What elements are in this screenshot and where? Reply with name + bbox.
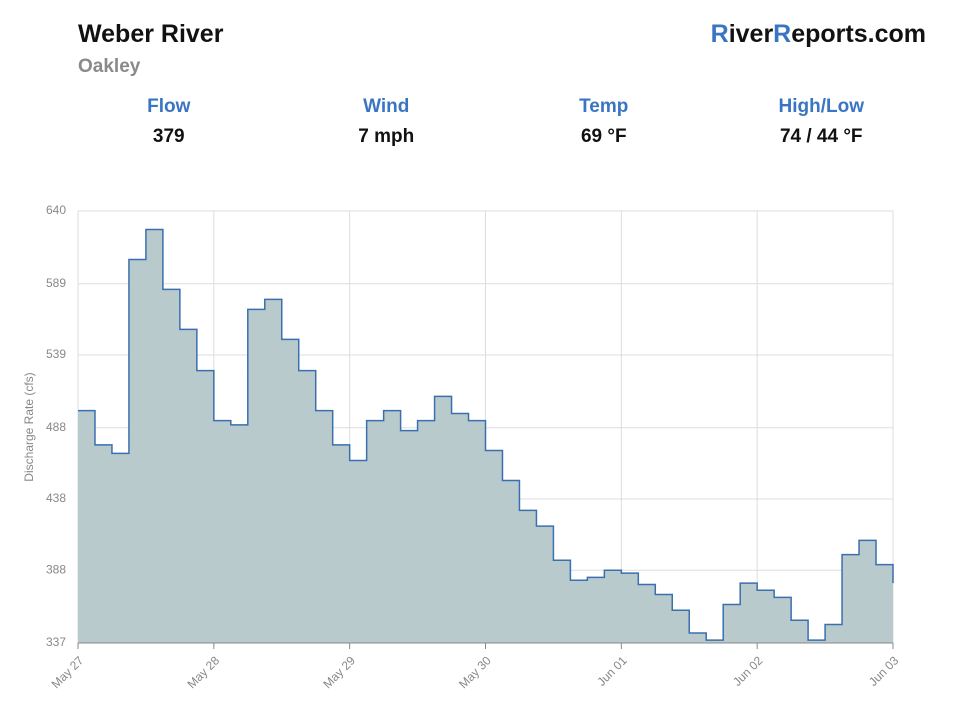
stat: Temp 69 °F	[495, 96, 713, 148]
x-tick-label: May 29	[320, 653, 358, 691]
x-tick-label: May 30	[456, 653, 494, 691]
stat-value: 379	[152, 126, 185, 147]
stat: Flow 379	[60, 96, 278, 148]
logo-part: eports.com	[791, 20, 926, 48]
logo-part: R	[710, 20, 729, 48]
y-tick-label: 337	[46, 635, 66, 649]
x-tick-label: May 28	[184, 653, 222, 691]
line	[78, 228, 894, 641]
logo[interactable]: RiverReports.com	[711, 20, 926, 49]
river-name: Weber River	[78, 20, 224, 48]
location: Oakley	[78, 56, 141, 77]
y-tick-label: 488	[46, 420, 66, 434]
stats: Flow 379 Wind 7 mph Temp 69 °F High/Low 74 /…	[60, 96, 930, 148]
stat-label: Temp	[579, 96, 629, 117]
x-tick-label: Jun 02	[730, 653, 766, 689]
y-axis-label: Discharge Rate (cfs)	[22, 372, 36, 481]
y-tick-label: 589	[46, 276, 66, 290]
y-tick-label: 640	[46, 203, 66, 217]
y-tick-label: 388	[46, 562, 66, 576]
stat-label: Flow	[147, 96, 191, 117]
stat-value: 74 / 44 °F	[779, 126, 863, 147]
stat-value: 7 mph	[358, 126, 415, 147]
y-tick-label: 539	[46, 347, 66, 361]
logo-part: R	[773, 20, 792, 48]
x-tick-label: Jun 01	[594, 653, 630, 689]
stat-label: Wind	[363, 96, 410, 117]
stat: Wind 7 mph	[278, 96, 496, 148]
y-tick-label: 438	[46, 491, 66, 505]
x-tick-label: May 27	[49, 653, 87, 691]
stat: High/Low 74 / 44 °F	[713, 96, 931, 148]
stat-value: 69 °F	[580, 126, 627, 147]
stat-label: High/Low	[778, 96, 864, 117]
x-tick-label: Jun 03	[866, 653, 902, 689]
logo-part: iver	[728, 20, 774, 48]
